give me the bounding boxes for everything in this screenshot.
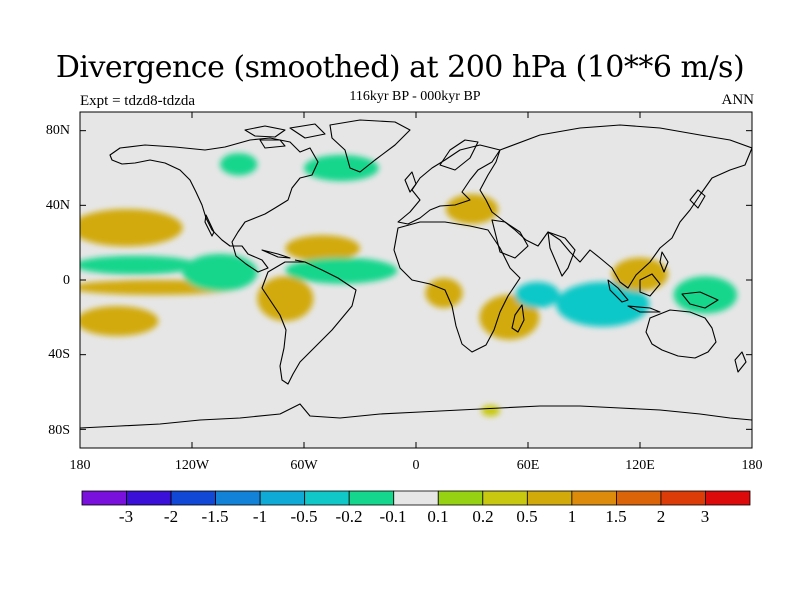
- colorbar-label: 1.5: [605, 507, 627, 526]
- colorbar-bin: [393, 490, 439, 506]
- coastline-africa: [393, 221, 521, 353]
- colorbar-label: -1.5: [201, 507, 229, 526]
- coastline-java: [627, 305, 661, 313]
- colorbar-label: 0.1: [427, 507, 449, 526]
- colorbar-bin: [437, 490, 484, 506]
- anomaly-region: [182, 253, 258, 292]
- y-tick-label: 40S: [48, 347, 70, 362]
- anomaly-region: [80, 255, 198, 275]
- coastline-north-america: [109, 137, 319, 273]
- anomaly-region: [220, 153, 258, 176]
- colorbar-label: 2: [656, 507, 666, 526]
- y-tick-label: 80N: [45, 123, 70, 138]
- colorbar-bin: [705, 490, 751, 506]
- coastline-arctic-islands: [244, 123, 326, 149]
- colorbar-bin: [526, 490, 573, 506]
- anomaly-region: [425, 278, 463, 309]
- colorbar-bin: [348, 490, 395, 506]
- colorbar-bin: [215, 490, 261, 506]
- colorbar-bin: [616, 490, 662, 506]
- x-tick-label: 120W: [174, 458, 210, 473]
- colorbar-label: 3: [700, 507, 710, 526]
- anomaly-region: [612, 257, 668, 292]
- colorbar: [81, 490, 751, 506]
- colorbar-bin: [482, 490, 528, 506]
- colorbar-label: -0.2: [335, 507, 363, 526]
- anomaly-region: [556, 281, 650, 327]
- y-tick-label: 0: [63, 273, 70, 288]
- anomaly-region: [80, 209, 183, 247]
- coastline-new-guinea: [681, 291, 719, 309]
- coastline-madagascar: [511, 304, 525, 333]
- anomaly-region: [445, 194, 499, 224]
- colorbar-bin: [81, 490, 127, 506]
- x-tick-label: 180: [741, 458, 763, 473]
- coastline-uk: [404, 171, 417, 193]
- colorbar-bin: [571, 490, 617, 506]
- coastline-philippines: [659, 251, 669, 273]
- anomaly-region: [285, 257, 398, 284]
- colorbar-label: 1: [567, 507, 577, 526]
- colorbar-label: -1: [252, 507, 268, 526]
- anomaly-region: [481, 405, 500, 417]
- x-tick-label: 180: [69, 458, 91, 473]
- anomaly-region: [80, 306, 159, 336]
- anomaly-region: [514, 281, 560, 308]
- x-tick-label: 120E: [625, 458, 655, 473]
- coastlines: [80, 119, 752, 429]
- coastline-south-america: [261, 261, 357, 385]
- season-label: ANN: [721, 92, 755, 108]
- coastline-india: [547, 231, 576, 277]
- coastline-antarctica: [80, 403, 752, 429]
- x-tick-label: 60E: [516, 458, 540, 473]
- coastline-borneo: [639, 273, 661, 297]
- anomaly-region: [285, 235, 360, 262]
- colorbar-label: -2: [163, 507, 179, 526]
- x-tick-label: 0: [412, 458, 420, 473]
- coastline-australia: [645, 309, 717, 359]
- page-title: Divergence (smoothed) at 200 hPa (10**6 …: [55, 50, 745, 85]
- colorbar-label: -3: [118, 507, 134, 526]
- anomaly-region: [257, 276, 314, 322]
- anomaly-region: [304, 154, 379, 182]
- coastline-greenland: [329, 119, 411, 173]
- y-tick-label: 80S: [48, 423, 70, 438]
- colorbar-bin: [126, 490, 172, 506]
- axis-ticks: [79, 112, 753, 448]
- x-tick-label: 60W: [290, 458, 318, 473]
- colorbar-label: -0.5: [290, 507, 318, 526]
- y-tick-label: 40N: [45, 198, 70, 213]
- coastline-arabia: [491, 219, 529, 259]
- colorbar-label: -0.1: [379, 507, 407, 526]
- coastline-new-zealand: [734, 351, 747, 373]
- colorbar-bin: [304, 490, 350, 506]
- coastline-scandinavia: [439, 139, 479, 171]
- coastline-baja: [204, 214, 215, 237]
- coastline-japan: [689, 189, 706, 209]
- subtitle: 116kyr BP - 000kyr BP: [349, 89, 481, 104]
- anomaly-field: [80, 153, 738, 417]
- colorbar-bin: [259, 490, 306, 506]
- colorbar-bin: [660, 490, 706, 506]
- coastline-sumatra: [607, 279, 629, 303]
- colorbar-label: 0.5: [516, 507, 538, 526]
- colorbar-label: 0.2: [472, 507, 494, 526]
- colorbar-bin: [170, 490, 216, 506]
- experiment-label: Expt = tdzd8-tdzda: [80, 93, 196, 109]
